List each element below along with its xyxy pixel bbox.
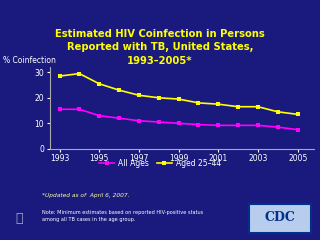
- Text: Estimated HIV Coinfection in Persons
Reported with TB, United States,
1993–2005*: Estimated HIV Coinfection in Persons Rep…: [55, 29, 265, 66]
- Text: % Coinfection: % Coinfection: [3, 56, 56, 65]
- Text: 🦅: 🦅: [15, 212, 23, 225]
- Text: *Updated as of  April 6, 2007.: *Updated as of April 6, 2007.: [42, 193, 129, 198]
- FancyBboxPatch shape: [249, 204, 311, 233]
- Text: Note: Minimum estimates based on reported HIV-positive status
among all TB cases: Note: Minimum estimates based on reporte…: [42, 210, 203, 222]
- Legend: All Ages, Aged 25–44: All Ages, Aged 25–44: [96, 156, 224, 171]
- Text: CDC: CDC: [265, 211, 295, 224]
